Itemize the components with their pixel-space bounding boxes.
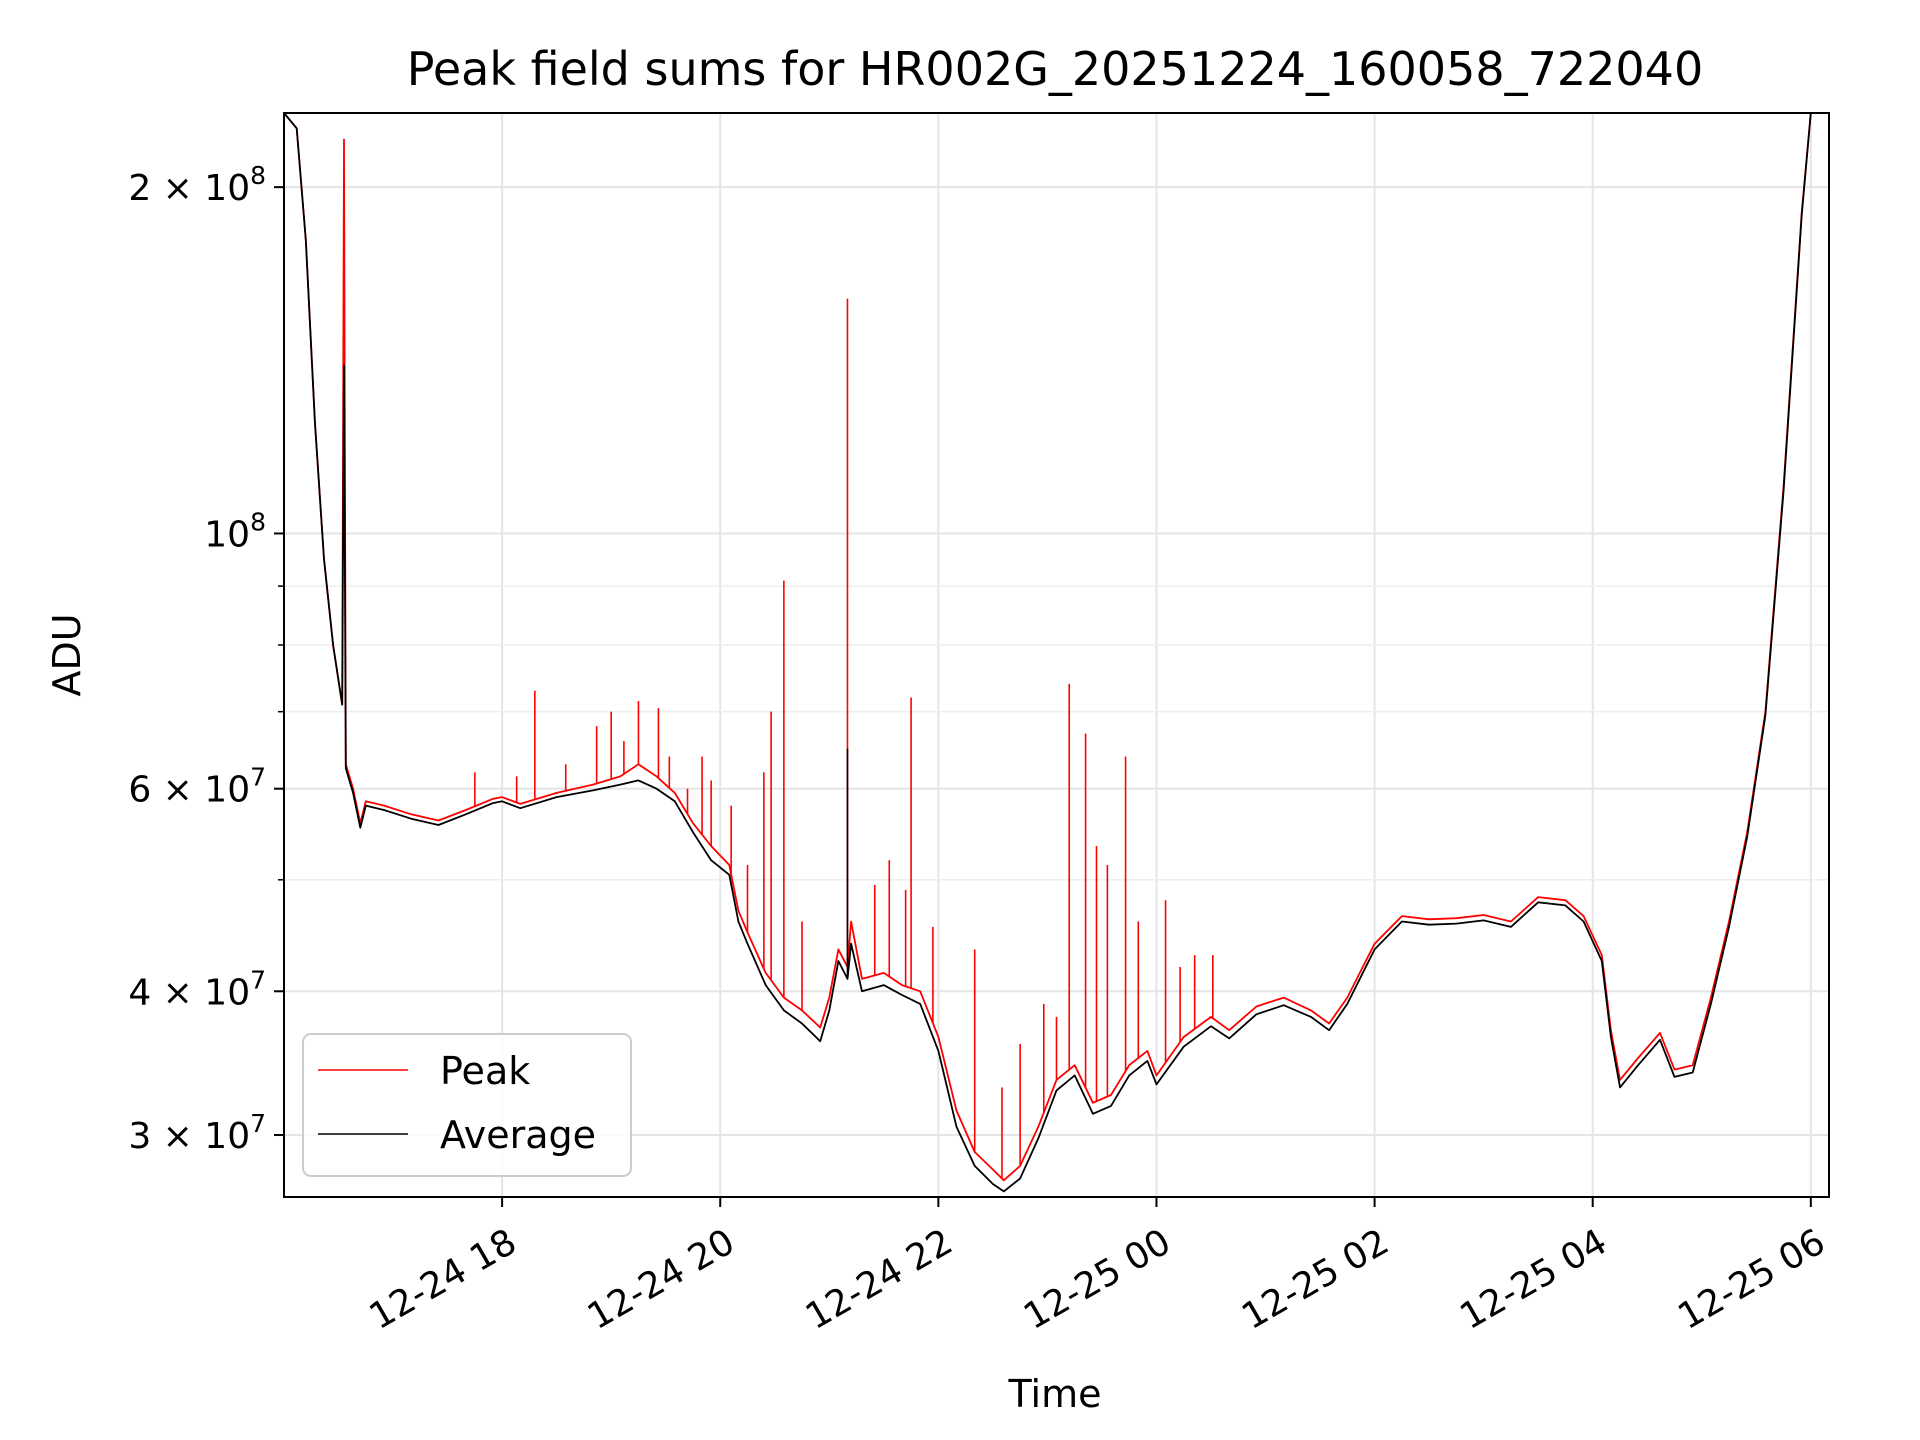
plot-frame bbox=[283, 112, 1830, 1198]
legend: Peak Average bbox=[302, 1033, 632, 1177]
y-axis-label: ADU bbox=[45, 613, 89, 696]
legend-peak-label: Peak bbox=[440, 1049, 530, 1093]
grid bbox=[284, 113, 1829, 1197]
y-tick-label: 2 × 108 bbox=[128, 161, 266, 209]
chart-title: Peak field sums for HR002G_20251224_1600… bbox=[407, 42, 1703, 96]
y-tick-label: 4 × 107 bbox=[128, 965, 266, 1013]
y-tick-label: 108 bbox=[204, 507, 266, 555]
series-average-line bbox=[283, 112, 1829, 1193]
legend-average-label: Average bbox=[440, 1113, 596, 1157]
series-peak-line bbox=[283, 112, 1829, 1182]
series-layer bbox=[283, 112, 1829, 1193]
y-tick-label: 6 × 107 bbox=[128, 763, 266, 811]
x-axis-label: Time bbox=[1008, 1372, 1102, 1416]
y-tick-label: 3 × 107 bbox=[128, 1109, 266, 1157]
